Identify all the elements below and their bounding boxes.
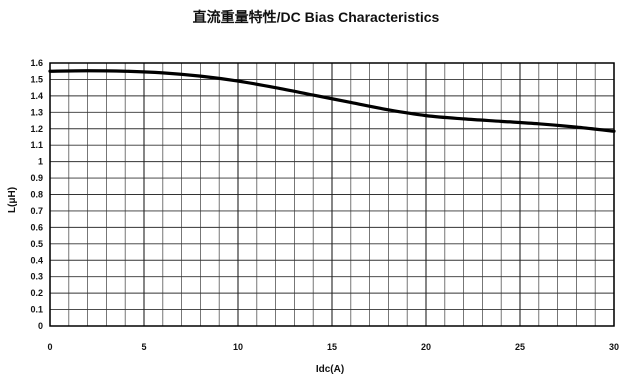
y-tick-label: 1.3 — [30, 107, 43, 117]
y-tick-labels: 0 0.1 0.2 0.3 0.4 0.5 0.6 0.7 0.8 0.9 1 1.1 1.2 1.3 1.… — [30, 58, 43, 331]
y-tick-label: 0.6 — [30, 222, 43, 232]
x-tick-labels: 0 5 10 15 20 25 30 — [47, 342, 619, 352]
plot-frame — [49, 62, 615, 327]
chart-title: 直流重量特性/DC Bias Characteristics — [193, 9, 440, 25]
y-tick-label: 0.7 — [30, 206, 43, 216]
x-tick-label: 30 — [609, 342, 619, 352]
x-tick-label: 25 — [515, 342, 525, 352]
y-tick-label: 0.3 — [30, 272, 43, 282]
y-tick-label: 1.1 — [30, 140, 43, 150]
series-line-inductance — [48, 69, 616, 133]
y-tick-label: 0.4 — [30, 255, 43, 265]
x-tick-label: 0 — [47, 342, 52, 352]
y-tick-label: 1.6 — [30, 58, 43, 68]
x-tick-label: 10 — [233, 342, 243, 352]
y-tick-label: 0 — [38, 321, 43, 331]
x-tick-label: 5 — [141, 342, 146, 352]
y-tick-label: 0.1 — [30, 305, 43, 315]
y-tick-label: 0.8 — [30, 190, 43, 200]
x-axis-label: Idc(A) — [316, 364, 344, 375]
y-tick-label: 1 — [38, 157, 43, 167]
y-tick-label: 1.2 — [30, 124, 43, 134]
y-tick-label: 0.5 — [30, 239, 43, 249]
y-tick-label: 1.4 — [30, 91, 43, 101]
y-tick-label: 0.2 — [30, 288, 43, 298]
y-tick-label: 1.5 — [30, 74, 43, 84]
x-tick-label: 15 — [327, 342, 337, 352]
y-tick-label: 0.9 — [30, 173, 43, 183]
x-tick-label: 20 — [421, 342, 431, 352]
y-axis-label: L(μH) — [7, 187, 18, 213]
